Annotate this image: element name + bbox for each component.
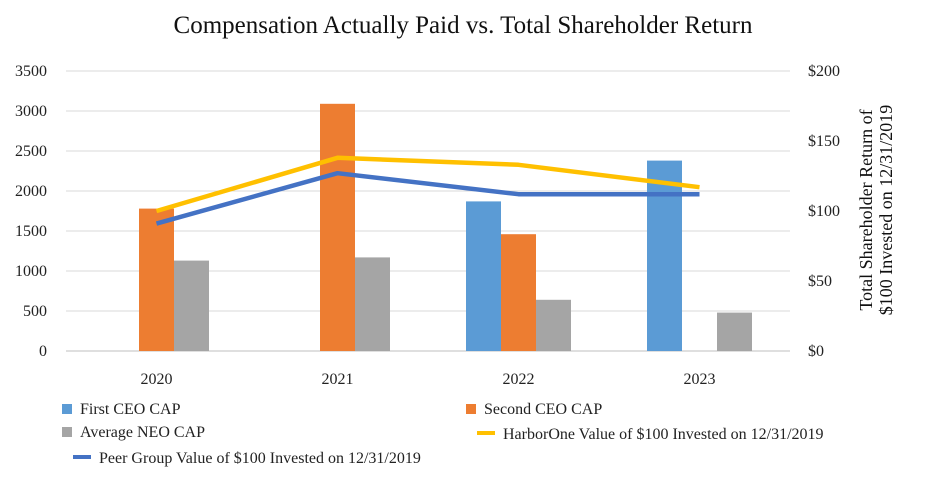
bar — [466, 201, 501, 351]
bar — [647, 160, 682, 351]
legend-second-ceo-cap: Second CEO CAP — [466, 401, 602, 419]
y-tick-label: 1000 — [15, 263, 47, 280]
series-line — [155, 155, 700, 214]
chart-title: Compensation Actually Paid vs. Total Sha… — [173, 12, 753, 39]
legend-label-average-neo: Average NEO CAP — [80, 424, 206, 441]
legend-label-first-ceo: First CEO CAP — [80, 401, 181, 418]
legend-label-harborone: HarborOne Value of $100 Invested on 12/3… — [503, 426, 824, 443]
y-tick-label: 2000 — [15, 183, 47, 200]
x-tick-label: 2023 — [684, 371, 716, 388]
bar — [174, 260, 209, 351]
x-tick-label: 2021 — [322, 371, 354, 388]
bar — [320, 103, 355, 351]
y-tick-label: 500 — [23, 303, 47, 320]
legend-swatch-second-ceo — [466, 404, 476, 414]
x-tick-label: 2022 — [503, 371, 535, 388]
series-line — [155, 170, 700, 226]
legend-first-ceo-cap: First CEO CAP — [62, 401, 180, 419]
y2-tick-label: $150 — [808, 133, 840, 150]
legend-peer-group-value: Peer Group Value of $100 Invested on 12/… — [73, 450, 421, 468]
y2-tick-label: $0 — [808, 343, 824, 360]
y-tick-label: 3500 — [15, 63, 47, 80]
y-tick-label: 2500 — [15, 143, 47, 160]
y2-tick-label: $100 — [808, 203, 840, 220]
bar — [355, 257, 390, 351]
bar — [536, 299, 571, 351]
legend-label-peer-group: Peer Group Value of $100 Invested on 12/… — [99, 450, 421, 467]
legend-swatch-peer-group — [73, 455, 91, 459]
y2-tick-label: $200 — [808, 63, 840, 80]
legend-swatch-first-ceo — [62, 404, 72, 414]
legend-harborone-value: HarborOne Value of $100 Invested on 12/3… — [477, 426, 824, 444]
y2-tick-label: $50 — [808, 273, 832, 290]
legend-label-second-ceo: Second CEO CAP — [484, 401, 603, 418]
y-tick-label: 3000 — [15, 103, 47, 120]
y-tick-label: 1500 — [15, 223, 47, 240]
right-axis-title-line-1: Total Shareholder Return of — [856, 109, 876, 311]
bar — [717, 312, 752, 351]
x-tick-label: 2020 — [141, 371, 173, 388]
right-axis-title-line-2: $100 Invested on 12/31/2019 — [876, 104, 896, 316]
bar — [139, 208, 174, 351]
legend-swatch-average-neo — [62, 427, 72, 437]
legend-average-neo-cap: Average NEO CAP — [62, 424, 205, 442]
bar — [501, 234, 536, 351]
y-tick-label: 0 — [39, 343, 47, 360]
legend-swatch-harborone — [477, 431, 495, 435]
